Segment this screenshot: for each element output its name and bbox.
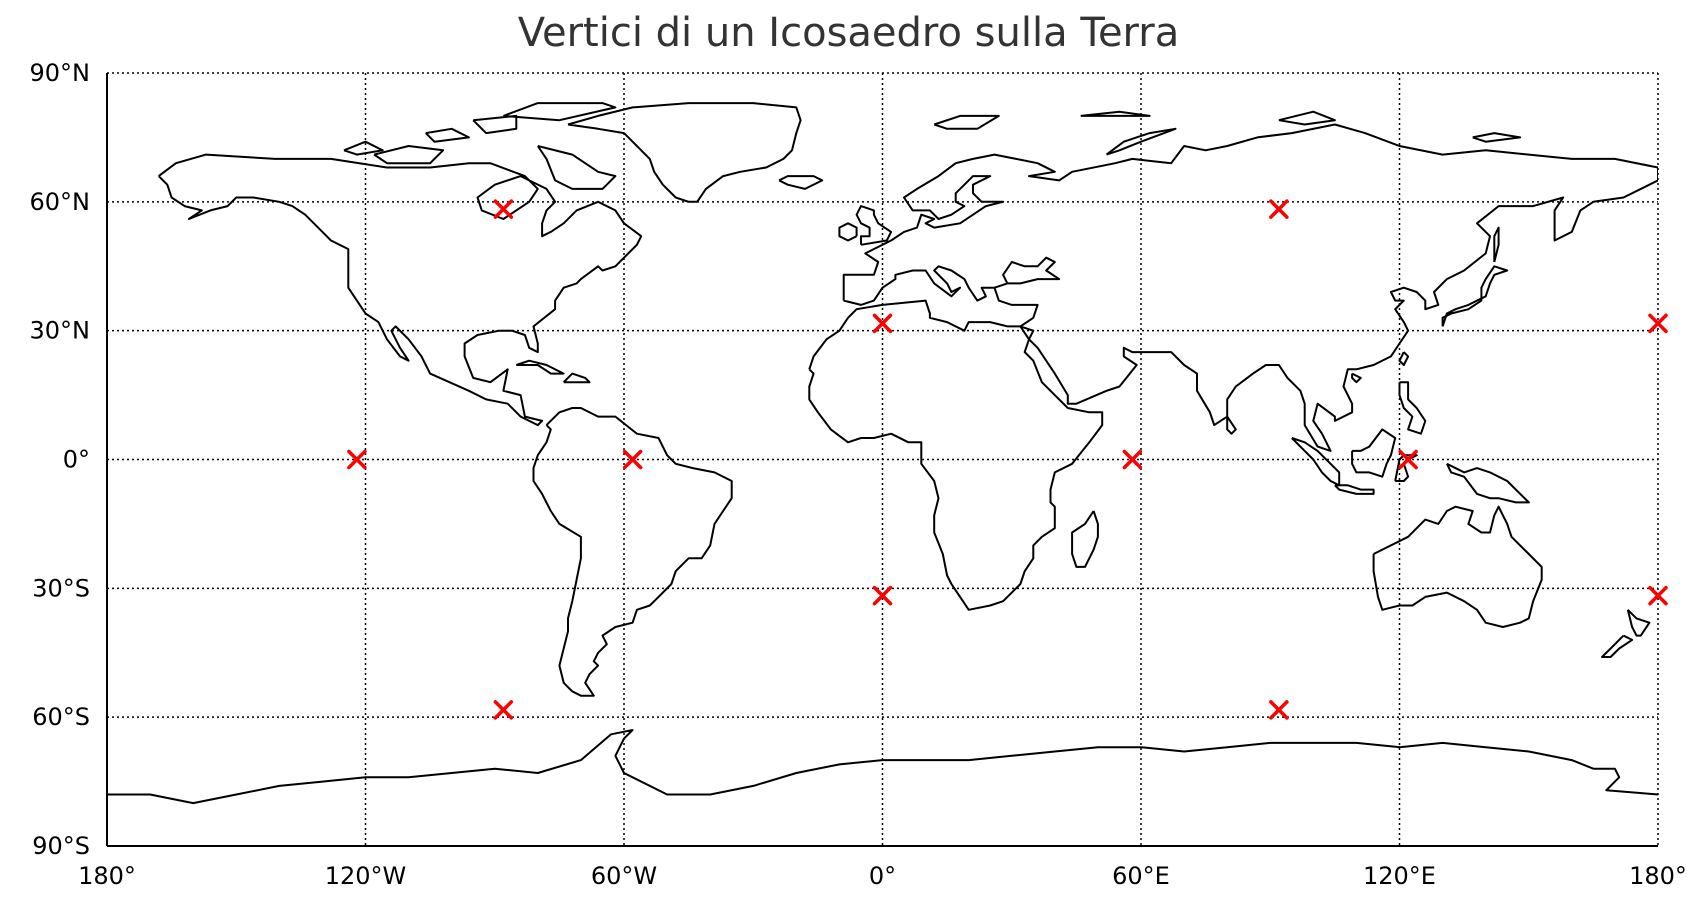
coastline-new-guinea: [1446, 462, 1530, 504]
axes-frame: [106, 73, 1658, 847]
vertex-marker: [1648, 585, 1668, 606]
vertex-marker: [1269, 700, 1289, 720]
coastline-severnaya: [1278, 110, 1336, 126]
x-tick-label: 120°E: [1363, 862, 1436, 890]
coastline-north-america: [157, 153, 643, 427]
y-tick-label: 90°N: [30, 59, 91, 87]
vertex-marker: [872, 313, 893, 334]
coastline-borneo: [1351, 428, 1397, 478]
coastline-arctic-isl-a: [425, 127, 470, 143]
coastline-victoria-isl: [373, 145, 445, 165]
x-tick-label: 180°: [78, 862, 136, 890]
map-title: Vertici di un Icosaedro sulla Terra: [517, 10, 1180, 56]
y-tick-label: 30°N: [30, 317, 91, 345]
coastline-new-zealand-n: [1626, 609, 1651, 637]
coastline-svalbard: [933, 114, 1000, 130]
coastline-cuba: [515, 359, 565, 375]
coastline-antarctica: [107, 729, 1658, 805]
coastline-baffin: [536, 145, 617, 190]
coastline-greenland: [567, 102, 802, 203]
vertex-marker: [1648, 313, 1668, 334]
coastline-japan: [1441, 265, 1509, 327]
coastline-ellesmere: [503, 102, 617, 122]
coastline-sumatra: [1291, 437, 1341, 487]
coastline-franz-josef: [1080, 110, 1151, 117]
coastline-philippines: [1398, 381, 1427, 435]
coastline-banks-isl: [343, 140, 384, 156]
y-tick-label: 0°: [63, 446, 90, 474]
vertex-marker: [1122, 449, 1143, 470]
x-tick-label: 0°: [869, 862, 896, 890]
coastline-sakhalin: [1493, 226, 1500, 263]
coastline-madagascar: [1071, 510, 1099, 568]
coastlines-layer: [107, 102, 1658, 805]
coastline-arctic-isl-b: [472, 114, 518, 135]
coastline-sri-lanka: [1226, 416, 1237, 435]
coastline-new-siberian: [1472, 132, 1522, 143]
vertex-marker: [622, 449, 643, 470]
y-tick-label: 30°S: [32, 574, 90, 602]
vertex-marker: [493, 199, 514, 219]
coastline-hainan: [1351, 372, 1362, 384]
coastline-taiwan: [1398, 351, 1410, 366]
coastline-south-america: [532, 407, 733, 697]
coastline-great-britain: [855, 205, 893, 246]
vertex-marker: [872, 585, 893, 606]
coastline-new-zealand-s: [1601, 634, 1634, 658]
coastline-novaya-zemlya: [1105, 127, 1177, 156]
coastline-java: [1334, 484, 1375, 495]
vertex-markers-layer: [347, 199, 1668, 720]
y-tick-label: 60°N: [30, 188, 91, 216]
coastline-ireland: [838, 222, 858, 242]
x-tick-label: 60°E: [1112, 862, 1170, 890]
y-tick-label: 60°S: [32, 703, 90, 731]
x-tick-label: 60°W: [591, 862, 657, 890]
vertex-marker: [347, 449, 367, 470]
vertex-marker: [493, 700, 514, 720]
x-tick-label: 180°: [1629, 862, 1687, 890]
coastline-africa: [808, 299, 1104, 611]
graticule-layer: [106, 72, 1659, 847]
tick-labels-layer: 180° 120°W 60°W 0° 60°E 120°E 180° 90°N 60°N 30°N…: [30, 59, 1687, 890]
coastline-eurasia: [842, 123, 1658, 452]
coastline-hispaniola: [562, 372, 591, 384]
coastline-iceland: [778, 175, 824, 190]
vertex-marker: [1398, 449, 1418, 470]
coastline-australia: [1372, 505, 1543, 628]
y-tick-label: 90°S: [32, 832, 90, 860]
x-tick-label: 120°W: [325, 862, 407, 890]
vertex-marker: [1269, 199, 1289, 219]
